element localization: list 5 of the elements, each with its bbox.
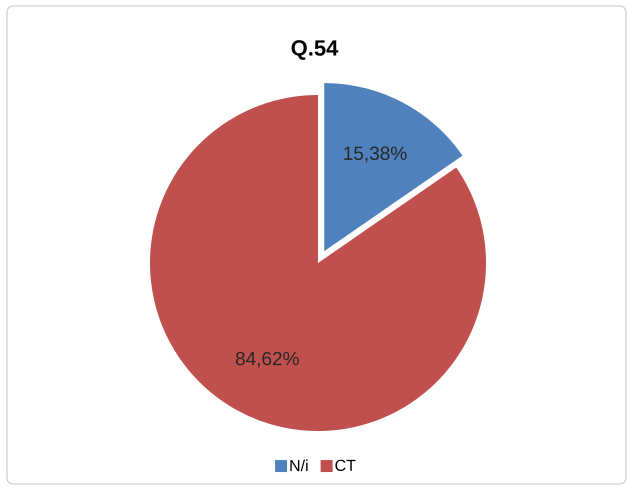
data-label: 84,62%	[236, 352, 299, 368]
legend-label: CT	[335, 460, 356, 472]
legend-label: N/i	[290, 460, 308, 472]
chart-title: Q.54	[292, 40, 338, 60]
data-label: 15,38%	[344, 146, 407, 162]
